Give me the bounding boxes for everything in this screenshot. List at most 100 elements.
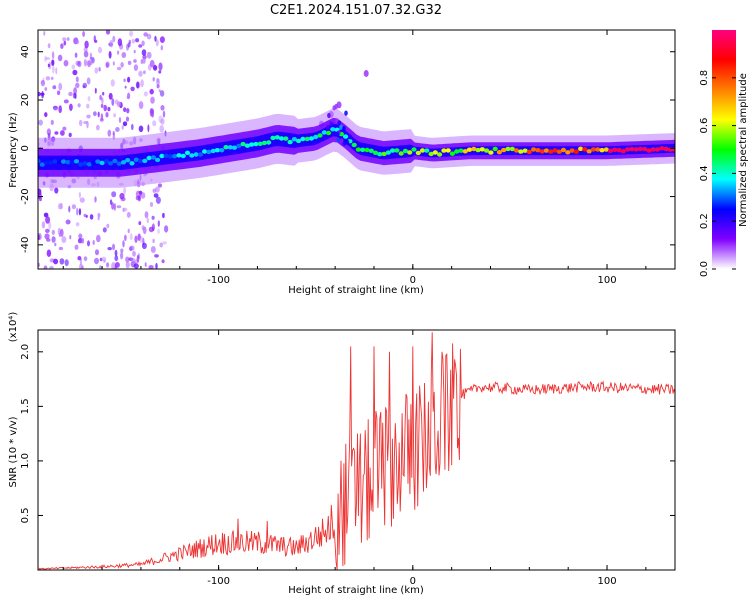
ridge-point: [82, 161, 88, 166]
ridge-point: [116, 161, 122, 166]
ridge-point: [402, 148, 408, 154]
noise-speckle: [83, 256, 88, 262]
noise-speckle: [93, 111, 97, 117]
noise-speckle: [112, 35, 116, 43]
noise-speckle: [77, 238, 83, 244]
noise-speckle: [146, 33, 152, 40]
noise-speckle: [126, 211, 131, 218]
noise-speckle: [153, 193, 159, 198]
noise-speckle: [149, 108, 154, 114]
noise-speckle: [159, 242, 163, 248]
noise-speckle: [157, 228, 161, 234]
noise-speckle: [127, 60, 132, 65]
noise-speckle: [42, 77, 45, 84]
noise-speckle: [43, 31, 46, 36]
noise-speckle: [125, 116, 130, 122]
ridge-point: [39, 162, 45, 167]
noise-speckle: [127, 228, 130, 234]
noise-speckle: [129, 30, 134, 37]
noise-speckle: [137, 233, 141, 241]
ridge-point: [441, 148, 447, 153]
noise-speckle: [57, 90, 61, 96]
snr-y-tick-label: 0.5: [20, 508, 31, 524]
noise-speckle: [149, 88, 154, 95]
colorbar-label: Normalized spectral amplitude: [738, 73, 749, 227]
ridge-point: [99, 160, 105, 166]
noise-speckle: [69, 235, 72, 240]
noise-speckle: [135, 190, 141, 198]
ridge-point: [317, 133, 323, 138]
snr-panel: -100 0 100 0.5 1.0 1.5 2.0 Height of straight …: [8, 312, 676, 596]
ridge-point: [377, 152, 383, 157]
ridge-point: [390, 148, 396, 153]
noise-speckle: [51, 236, 56, 243]
ridge-point: [560, 147, 567, 153]
ridge-point: [95, 159, 101, 164]
ridge-point: [343, 134, 349, 139]
ridge-point: [56, 159, 63, 165]
snr-y-tick-label: 1.0: [20, 453, 31, 469]
noise-speckle: [114, 249, 118, 257]
noise-speckle: [65, 219, 71, 225]
ridge-point: [172, 154, 178, 159]
ridge-point: [86, 162, 92, 167]
noise-speckle: [131, 123, 134, 131]
noise-speckle: [162, 110, 166, 118]
noise-speckle: [126, 108, 130, 114]
noise-speckle: [141, 242, 147, 249]
noise-speckle: [120, 248, 124, 253]
ridge-point: [355, 147, 361, 152]
noise-speckle: [83, 58, 87, 67]
noise-speckle: [138, 101, 144, 110]
noise-speckle: [99, 118, 104, 122]
noise-speckle: [152, 238, 155, 243]
noise-speckle: [97, 217, 100, 221]
ridge-point: [586, 149, 592, 154]
colorbar: 0.0 0.2 0.4 0.6 0.8 Normalized spectral ampl…: [699, 30, 749, 277]
ridge-point: [509, 146, 515, 152]
noise-speckle: [105, 61, 110, 68]
ridge-point: [202, 149, 208, 154]
noise-speckle: [94, 196, 97, 203]
noise-speckle: [108, 51, 112, 59]
noise-speckle: [120, 197, 126, 202]
ridge-point: [330, 127, 336, 132]
ridge-point: [287, 139, 293, 145]
ridge-point: [176, 153, 182, 158]
ridge-point: [475, 147, 481, 153]
ridge-point: [381, 151, 387, 157]
ridge-point: [616, 147, 622, 153]
noise-speckle: [81, 237, 85, 244]
noise-speckle: [63, 60, 69, 67]
colorbar-tick-label: 0.4: [699, 165, 710, 181]
noise-speckle: [63, 99, 69, 104]
ridge-point: [535, 148, 541, 153]
spectrogram-x-tick-label: -100: [207, 275, 230, 286]
ridge-point: [385, 150, 391, 155]
noise-speckle: [115, 127, 120, 132]
noise-speckle: [138, 44, 143, 48]
noise-speckle: [44, 233, 50, 240]
noise-speckle: [75, 60, 80, 66]
ridge-point: [38, 158, 41, 164]
snr-x-tick-label: 100: [597, 576, 616, 587]
noise-speckle: [83, 121, 88, 124]
ridge-point: [206, 149, 212, 155]
spike-point: [340, 138, 344, 144]
noise-speckle: [49, 265, 54, 269]
ridge-point: [484, 148, 490, 153]
noise-speckle: [151, 215, 155, 220]
ridge-point: [505, 146, 511, 152]
ridge-point: [253, 141, 259, 147]
noise-speckle: [142, 58, 146, 64]
noise-speckle: [149, 59, 155, 68]
snr-line: [38, 332, 675, 570]
noise-speckle: [132, 250, 136, 257]
noise-speckle: [94, 257, 99, 265]
noise-speckle: [83, 50, 89, 58]
snr-y-tick-label: 1.5: [20, 398, 31, 414]
ridge-point: [137, 158, 144, 164]
noise-speckle: [96, 124, 100, 131]
ridge-point: [449, 151, 455, 156]
ridge-point: [445, 148, 451, 153]
